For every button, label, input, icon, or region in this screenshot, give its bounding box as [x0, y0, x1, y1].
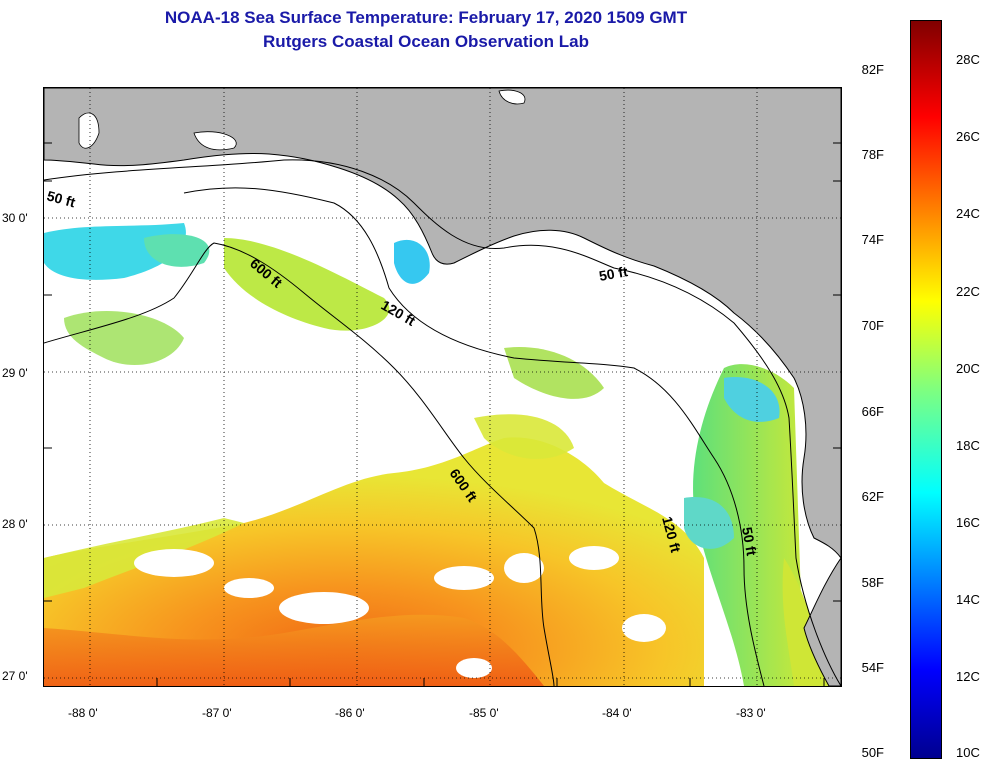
colorbar-label-50f: 50F — [861, 745, 884, 760]
contour-label-50ft-east: 50 ft — [598, 263, 629, 284]
contour-label-50ft-sw: 50 ft — [739, 526, 760, 557]
lon-label-84: -84 0' — [602, 706, 632, 720]
colorbar-label-78f: 78F — [861, 147, 884, 162]
colorbar-label-70f: 70F — [861, 318, 884, 333]
colorbar-gradient — [911, 21, 941, 758]
colorbar-label-74f: 74F — [861, 232, 884, 247]
contour-600ft — [44, 242, 555, 686]
colorbar-label-10c: 10C — [956, 745, 980, 760]
land-mass — [44, 88, 841, 559]
map-subtitle: Rutgers Coastal Ocean Observation Lab — [263, 32, 589, 51]
temperature-colorbar — [910, 20, 942, 759]
contour-label-50ft-west: 50 ft — [45, 187, 77, 210]
colorbar-label-20c: 20C — [956, 361, 980, 376]
sst-map: 50 ft 50 ft 120 ft 600 ft 600 ft 120 ft … — [43, 87, 842, 687]
colorbar-label-62f: 62F — [861, 489, 884, 504]
cloud-gaps — [134, 546, 666, 678]
lat-label-30: 30 0' — [2, 211, 28, 225]
colorbar-label-12c: 12C — [956, 669, 980, 684]
colorbar-label-58f: 58F — [861, 575, 884, 590]
bay — [193, 131, 237, 151]
colorbar-label-24c: 24C — [956, 206, 980, 221]
colorbar-label-66f: 66F — [861, 404, 884, 419]
lon-label-88: -88 0' — [68, 706, 98, 720]
graticule — [44, 88, 841, 686]
depth-contours — [44, 159, 841, 686]
warm-southern-band — [44, 614, 544, 686]
colorbar-label-22c: 22C — [956, 284, 980, 299]
edge-ticks — [44, 142, 841, 686]
lat-label-27: 27 0' — [2, 669, 28, 683]
lon-label-86: -86 0' — [335, 706, 365, 720]
cold-water-patches — [44, 223, 430, 284]
sst-map-graphic: 50 ft 50 ft 120 ft 600 ft 600 ft 120 ft … — [44, 88, 841, 686]
lon-label-83: -83 0' — [736, 706, 766, 720]
map-title: NOAA-18 Sea Surface Temperature: Februar… — [164, 8, 688, 27]
colorbar-label-26c: 26C — [956, 129, 980, 144]
bay — [498, 89, 526, 105]
colorbar-label-14c: 14C — [956, 592, 980, 607]
colorbar-label-18c: 18C — [956, 438, 980, 453]
bay — [78, 112, 100, 149]
colorbar-label-82f: 82F — [861, 62, 884, 77]
colorbar-label-16c: 16C — [956, 515, 980, 530]
warm-water-mass — [44, 437, 704, 686]
lat-label-28: 28 0' — [2, 517, 28, 531]
lon-label-85: -85 0' — [469, 706, 499, 720]
central-patches — [64, 238, 604, 459]
florida-peninsula-edge — [803, 557, 841, 686]
colorbar-label-28c: 28C — [956, 52, 980, 67]
lon-label-87: -87 0' — [202, 706, 232, 720]
contour-50ft — [44, 159, 841, 686]
lat-label-29: 29 0' — [2, 366, 28, 380]
colorbar-label-54f: 54F — [861, 660, 884, 675]
contour-120ft — [183, 187, 765, 686]
